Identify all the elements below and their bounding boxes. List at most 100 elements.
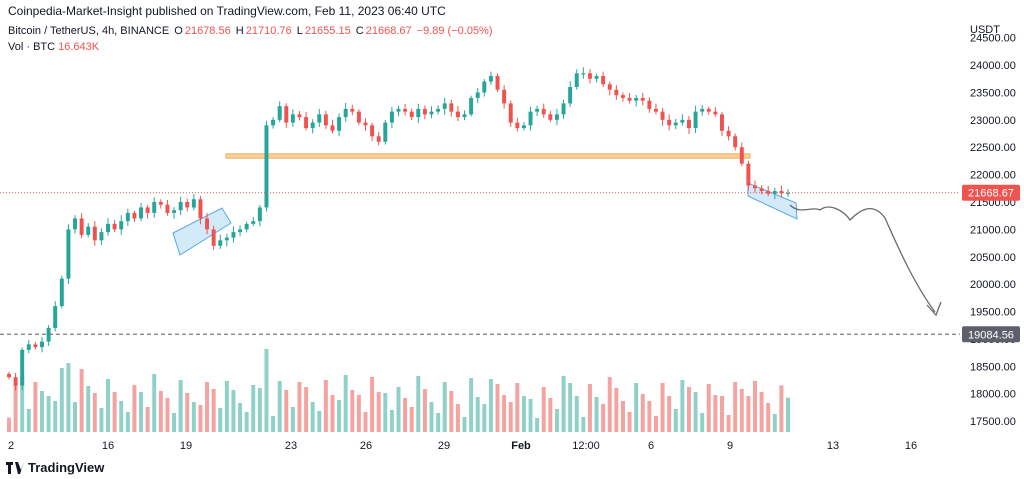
volume-bar [389, 410, 394, 432]
volume-bar [20, 376, 25, 432]
volume-bar [198, 405, 203, 432]
volume-bar [112, 392, 117, 432]
volume-bar [172, 413, 177, 432]
volume-bar [495, 384, 500, 432]
candle-body [211, 229, 216, 246]
volume-bar [33, 382, 38, 432]
candle-body [482, 81, 487, 93]
volume-value: 16.643K [58, 41, 100, 53]
candle-body [495, 76, 500, 90]
volume-bar [343, 375, 348, 432]
candle-body [759, 188, 764, 192]
volume-bar [106, 379, 111, 432]
volume-bar [706, 384, 711, 432]
ohlc-low-label: L [296, 25, 303, 37]
y-tick-label: 24000.00 [970, 60, 1016, 72]
x-tick-label: 12:00 [572, 440, 600, 452]
volume-bar [554, 409, 559, 432]
volume-bar [290, 407, 295, 432]
candle-body [264, 125, 269, 208]
volume-bar [653, 416, 658, 432]
volume-bar [158, 391, 163, 432]
candle-body [132, 212, 137, 219]
ohlc-low: 21655.15 [304, 25, 351, 37]
volume-bar [548, 398, 553, 432]
volume-bar [469, 378, 474, 432]
last-price-tag-text: 21668.67 [968, 188, 1014, 200]
volume-bar [700, 413, 705, 432]
candle-body [601, 76, 606, 85]
projection-arrow[interactable] [789, 204, 936, 313]
volume-bar [297, 382, 302, 432]
candle-body [568, 86, 573, 104]
volume-bar [733, 382, 738, 432]
bull-flag-channel[interactable] [172, 207, 232, 256]
volume-bar [753, 381, 757, 432]
ohlc-high-label: H [235, 25, 244, 37]
candle-body [515, 122, 520, 129]
candle-body [535, 108, 540, 112]
volume-bar [502, 395, 507, 432]
candle-body [363, 122, 368, 126]
candle-body [46, 327, 51, 342]
candle-body [746, 163, 751, 186]
candle-body [106, 223, 111, 233]
candle-body [271, 119, 276, 126]
symbol-title[interactable]: Bitcoin / TetherUS, 4h, BINANCE [8, 25, 170, 37]
candle-body [13, 377, 18, 386]
bear-flag-channel[interactable] [747, 182, 798, 220]
volume-bar [521, 396, 526, 432]
volume-bar [370, 377, 375, 432]
volume-bar [92, 393, 97, 432]
candle-body [706, 108, 711, 112]
volume-bar [614, 388, 619, 432]
footer-brand: TradingView [28, 460, 105, 475]
x-tick-label: 26 [360, 440, 372, 452]
volume-bar [277, 381, 282, 432]
tradingview-logo[interactable]: TradingView [6, 460, 104, 475]
candle-body [20, 349, 25, 386]
y-tick-label: 23500.00 [970, 87, 1016, 99]
candle-body [449, 103, 454, 112]
candle-body [686, 119, 691, 129]
candle-body [317, 114, 322, 123]
candle-body [488, 76, 493, 82]
volume-bar [594, 397, 599, 432]
candle-body [297, 114, 302, 118]
volume-bar [317, 411, 322, 432]
volume-bar [739, 389, 744, 432]
ohlc-open-label: O [174, 25, 183, 37]
candle-body [403, 108, 408, 112]
volume-bar [726, 415, 731, 432]
volume-bar [462, 417, 467, 432]
volume-bar [535, 418, 540, 432]
candle-body [653, 108, 658, 112]
publisher-line: Coinpedia-Market-Insight published on Tr… [8, 4, 446, 18]
candle-body [508, 103, 513, 123]
candle-body [726, 130, 731, 137]
candle-body [277, 106, 282, 120]
candle-body [205, 218, 210, 230]
volume-label[interactable]: Vol · BTC [8, 41, 56, 53]
candle-body [469, 97, 474, 115]
x-tick-label: 13 [827, 440, 839, 452]
volume-bar [271, 416, 276, 432]
candle-body [284, 106, 289, 123]
candle-body [343, 108, 348, 118]
candle-body [376, 136, 381, 142]
volume-bar [574, 396, 579, 432]
volume-bar [132, 385, 137, 432]
candle-body [119, 221, 124, 230]
volume-bar [139, 392, 144, 432]
candle-body [370, 125, 375, 137]
x-tick-label: 23 [285, 440, 297, 452]
volume-bar [508, 402, 513, 432]
candle-body [178, 201, 183, 211]
y-tick-label: 17500.00 [970, 416, 1016, 428]
candle-body [680, 119, 685, 123]
volume-bar [185, 393, 190, 432]
candle-body [779, 191, 784, 194]
resistance-zone[interactable] [225, 153, 751, 159]
candle-body [753, 185, 757, 189]
